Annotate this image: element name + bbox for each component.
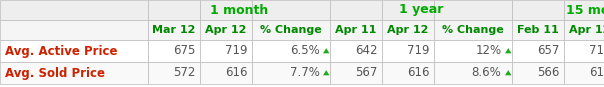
Text: 642: 642	[356, 44, 378, 58]
Bar	[512, 40, 564, 62]
Bar	[382, 20, 434, 40]
Text: 572: 572	[173, 66, 196, 80]
Text: 675: 675	[173, 44, 196, 58]
Text: 616: 616	[225, 66, 248, 80]
Bar	[200, 40, 252, 62]
Bar	[434, 62, 512, 84]
Bar	[434, 0, 512, 20]
Bar	[0, 0, 148, 20]
Bar	[434, 20, 512, 40]
Polygon shape	[323, 48, 330, 53]
Bar	[0, 20, 148, 40]
Bar	[0, 62, 148, 84]
Bar	[148, 62, 200, 84]
Text: Apr 11: Apr 11	[335, 25, 377, 35]
Text: 1 year: 1 year	[399, 3, 443, 17]
Text: % Change: % Change	[260, 25, 322, 35]
Bar	[252, 40, 330, 62]
Bar	[382, 62, 434, 84]
Text: 8.6%: 8.6%	[472, 66, 501, 80]
Bar	[330, 20, 382, 40]
Bar	[200, 20, 252, 40]
Text: % Change: % Change	[442, 25, 504, 35]
Text: Apr 12: Apr 12	[205, 25, 246, 35]
Text: Avg. Active Price: Avg. Active Price	[5, 44, 118, 58]
Polygon shape	[323, 70, 330, 75]
Bar	[252, 62, 330, 84]
Bar	[330, 62, 382, 84]
Bar	[200, 0, 252, 20]
Bar	[382, 40, 434, 62]
Bar	[564, 62, 604, 84]
Text: 12%: 12%	[475, 44, 501, 58]
Bar	[512, 62, 564, 84]
Text: 7.7%: 7.7%	[290, 66, 320, 80]
Text: 616: 616	[408, 66, 430, 80]
Bar	[0, 40, 148, 62]
Bar	[564, 0, 604, 20]
Bar	[252, 0, 330, 20]
Text: Avg. Sold Price: Avg. Sold Price	[5, 66, 105, 80]
Text: Feb 11: Feb 11	[517, 25, 559, 35]
Bar	[148, 20, 200, 40]
Text: 719: 719	[408, 44, 430, 58]
Text: 6.5%: 6.5%	[290, 44, 320, 58]
Text: Apr 12: Apr 12	[387, 25, 429, 35]
Text: 1 month: 1 month	[210, 3, 268, 17]
Text: 15 months: 15 months	[566, 3, 604, 17]
Text: 719: 719	[590, 44, 604, 58]
Bar	[512, 20, 564, 40]
Bar	[200, 62, 252, 84]
Polygon shape	[505, 48, 512, 53]
Bar	[434, 40, 512, 62]
Bar	[512, 0, 564, 20]
Bar	[564, 20, 604, 40]
Bar	[330, 0, 382, 20]
Polygon shape	[505, 70, 512, 75]
Bar	[564, 40, 604, 62]
Bar	[252, 20, 330, 40]
Text: 616: 616	[590, 66, 604, 80]
Text: 657: 657	[538, 44, 560, 58]
Text: Mar 12: Mar 12	[152, 25, 196, 35]
Text: Apr 12: Apr 12	[570, 25, 604, 35]
Bar	[148, 40, 200, 62]
Text: 567: 567	[356, 66, 378, 80]
Bar	[382, 0, 434, 20]
Text: 719: 719	[225, 44, 248, 58]
Bar	[148, 0, 200, 20]
Text: 566: 566	[538, 66, 560, 80]
Bar	[330, 40, 382, 62]
